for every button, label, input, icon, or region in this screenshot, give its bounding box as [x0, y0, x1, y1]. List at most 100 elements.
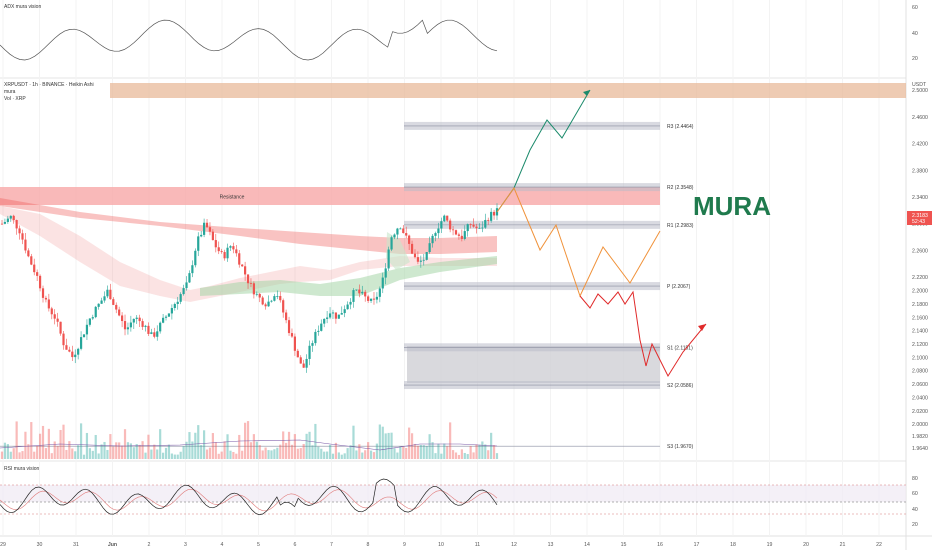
candle-body-17 [50, 308, 53, 315]
candle-body-50 [147, 325, 150, 334]
price-tick-2: 2.4200 [912, 142, 928, 148]
rsi-tick-20: 20 [912, 522, 918, 528]
candle-body-150 [440, 221, 443, 229]
candle-body-84 [246, 274, 250, 284]
time-tick-16: 14 [584, 542, 590, 548]
candle-body-8 [24, 239, 27, 251]
volume-bar-122 [358, 444, 361, 459]
candle-body-82 [241, 264, 244, 267]
volume-bar-157 [460, 449, 463, 459]
volume-bar-49 [144, 452, 147, 459]
volume-bar-44 [129, 443, 132, 459]
volume-bar-21 [62, 424, 65, 459]
candle-body-127 [372, 298, 376, 300]
candle-body-123 [361, 291, 364, 294]
volume-bar-39 [115, 442, 118, 459]
candle-body-92 [270, 300, 273, 302]
candle-body-54 [159, 322, 162, 332]
candle-body-58 [170, 308, 173, 314]
candle-body-104 [305, 358, 308, 368]
candle-body-114 [334, 312, 338, 319]
volume-bar-0 [0, 451, 4, 459]
time-tick-12: 10 [438, 542, 444, 548]
time-tick-4: 2 [148, 542, 151, 548]
candle-body-156 [457, 234, 461, 236]
candle-body-152 [446, 215, 449, 221]
candle-body-73 [214, 240, 217, 248]
candle-body-124 [364, 291, 367, 297]
candle-body-142 [416, 257, 420, 262]
candle-body-77 [226, 247, 229, 259]
candle-body-11 [33, 264, 36, 273]
price-tick-4: 2.3400 [912, 195, 928, 201]
candle-body-139 [408, 235, 411, 244]
candle-body-97 [285, 312, 288, 321]
candle-body-110 [323, 318, 326, 324]
candle-body-27 [79, 337, 83, 349]
candle-body-48 [141, 321, 144, 327]
volume-bar-96 [282, 431, 285, 459]
candle-body-28 [82, 334, 86, 338]
volume-bar-63 [185, 441, 188, 459]
volume-bar-121 [355, 450, 358, 459]
volume-bar-135 [396, 452, 399, 459]
candle-body-130 [381, 277, 384, 289]
candle-body-140 [410, 243, 414, 254]
price-tick-8: 2.2000 [912, 289, 928, 295]
candle-body-128 [375, 296, 379, 300]
price-tick-1: 2.4600 [912, 115, 928, 121]
volume-bar-38 [112, 446, 115, 459]
volume-bar-68 [200, 445, 203, 459]
candle-body-125 [367, 296, 370, 301]
candle-body-83 [244, 266, 247, 275]
pivot-label-2: R1 (2.2983) [667, 223, 694, 229]
candle-body-39 [115, 304, 118, 310]
volume-bar-73 [214, 442, 217, 459]
candle-body-89 [261, 297, 264, 305]
candle-body-1 [3, 221, 7, 224]
candle-body-143 [419, 260, 422, 262]
candle-body-13 [38, 275, 42, 289]
candle-body-60 [176, 301, 179, 304]
pivot-label-0: R3 (2.4464) [667, 124, 694, 130]
volume-bar-150 [440, 453, 443, 459]
volume-bar-147 [431, 442, 434, 459]
candles [0, 203, 499, 373]
candle-body-81 [238, 253, 241, 265]
volume-bar-82 [241, 450, 244, 459]
time-tick-11: 9 [403, 542, 406, 548]
volume-bar-80 [235, 453, 238, 459]
time-tick-9: 7 [330, 542, 333, 548]
candle-body-7 [21, 233, 24, 240]
candle-body-51 [150, 332, 153, 334]
volume-bar-169 [495, 453, 499, 459]
rsi-series [0, 478, 498, 516]
time-tick-5: 3 [184, 542, 187, 548]
candle-body-69 [203, 222, 206, 235]
volume-bar-36 [106, 449, 109, 459]
candle-body-118 [346, 304, 349, 310]
rsi-tick-60: 60 [912, 491, 918, 497]
candle-body-163 [478, 227, 481, 229]
volume-bar-57 [167, 444, 171, 459]
candle-body-164 [481, 227, 484, 229]
volume-bar-3 [9, 451, 12, 459]
volume-bar-48 [141, 441, 144, 459]
candle-body-90 [264, 304, 267, 307]
volume-bar-45 [132, 447, 135, 459]
volume-bar-12 [36, 445, 39, 459]
volume-bar-15 [44, 448, 48, 459]
volume-bar-43 [126, 442, 130, 459]
time-tick-1: 30 [37, 542, 43, 548]
price-tick-12: 2.1200 [912, 342, 928, 348]
volume-bar-88 [258, 445, 261, 459]
price-tick-10: 2.1600 [912, 315, 928, 321]
volume-bar-112 [328, 444, 332, 459]
time-tick-8: 6 [294, 542, 297, 548]
volume-bar-117 [343, 453, 346, 459]
price-tick-20: 1.9640 [912, 446, 928, 452]
candle-body-32 [94, 306, 97, 318]
volume-bar-168 [492, 445, 496, 459]
candle-body-133 [390, 237, 393, 250]
volume-bar-153 [449, 422, 452, 459]
